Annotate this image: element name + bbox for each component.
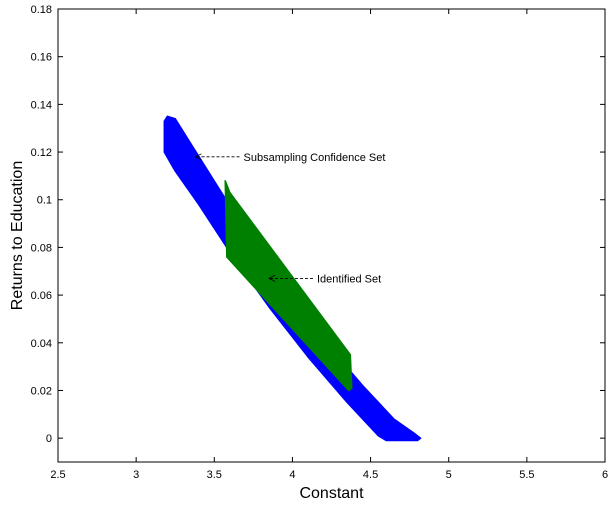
- x-tick-label: 4.5: [363, 469, 378, 481]
- annotations-layer: Subsampling Confidence Set Identified Set: [194, 152, 386, 285]
- x-tick-label: 3: [133, 469, 139, 481]
- y-tick-label: 0.08: [31, 242, 52, 254]
- annotation-label: Identified Set: [317, 273, 381, 285]
- annotation-arrow-head: [268, 275, 276, 282]
- x-tick-label: 2.5: [50, 469, 65, 481]
- plot-background: [58, 9, 605, 462]
- x-axis-label: Constant: [299, 485, 364, 502]
- y-tick-label: 0.06: [31, 290, 52, 302]
- x-tick-label: 5.5: [519, 469, 534, 481]
- y-tick-label: 0.12: [31, 147, 52, 159]
- y-axis-label: Returns to Education: [9, 161, 26, 310]
- y-tick-label: 0.16: [31, 52, 52, 64]
- annotation-label: Subsampling Confidence Set: [244, 152, 386, 164]
- regions-layer: [163, 115, 422, 442]
- x-tick-label: 4: [289, 469, 295, 481]
- x-tick-label: 6: [602, 469, 608, 481]
- y-tick-label: 0.14: [31, 99, 52, 111]
- x-tick-label: 3.5: [207, 469, 222, 481]
- y-tick-label: 0.04: [31, 338, 52, 350]
- y-tick-label: 0.1: [37, 195, 52, 207]
- y-axis: 0 0.02 0.04 0.06 0.08 0.1 0.12 0.14 0.16 0.18: [31, 4, 605, 445]
- y-tick-label: 0: [46, 433, 52, 445]
- x-tick-label: 5: [446, 469, 452, 481]
- plot-frame: [57, 8, 606, 463]
- x-axis: 2.5 3 3.5 4 4.5 5 5.5 6: [50, 9, 608, 481]
- y-tick-label: 0.18: [31, 4, 52, 16]
- region-identified-set: [224, 179, 353, 392]
- annotation-arrow-head: [194, 153, 202, 161]
- y-tick-label: 0.02: [31, 385, 52, 397]
